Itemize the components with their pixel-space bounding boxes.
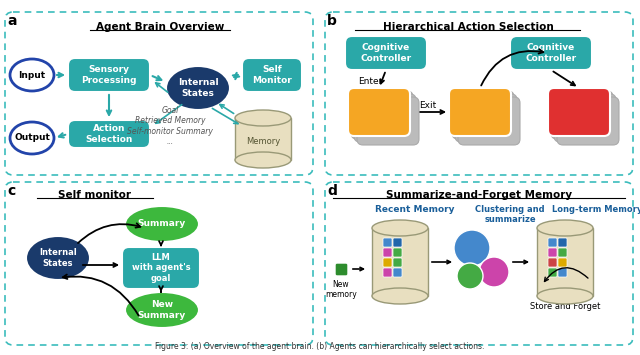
FancyBboxPatch shape xyxy=(510,36,592,70)
Text: a: a xyxy=(7,14,17,28)
FancyBboxPatch shape xyxy=(357,97,419,145)
FancyBboxPatch shape xyxy=(335,263,348,276)
Text: Summarize-and-Forget Memory: Summarize-and-Forget Memory xyxy=(386,190,572,200)
Text: Goal
Retrieved Memory
Self-monitor Summary
...: Goal Retrieved Memory Self-monitor Summa… xyxy=(127,106,213,146)
Polygon shape xyxy=(537,228,593,296)
FancyBboxPatch shape xyxy=(68,120,150,148)
Text: d: d xyxy=(327,184,337,198)
Text: Move: Move xyxy=(560,105,598,119)
Ellipse shape xyxy=(235,110,291,126)
Text: Agent Brain Overview: Agent Brain Overview xyxy=(96,22,224,32)
FancyBboxPatch shape xyxy=(68,58,150,92)
Text: Internal
States: Internal States xyxy=(39,248,77,268)
FancyBboxPatch shape xyxy=(548,248,557,257)
Text: Output: Output xyxy=(14,133,50,142)
Ellipse shape xyxy=(166,66,230,110)
Text: Clustering and
summarize: Clustering and summarize xyxy=(475,205,545,224)
FancyBboxPatch shape xyxy=(458,97,520,145)
FancyBboxPatch shape xyxy=(242,58,302,92)
FancyBboxPatch shape xyxy=(558,258,567,267)
Ellipse shape xyxy=(125,206,199,242)
FancyBboxPatch shape xyxy=(548,258,557,267)
Text: Action
Selection: Action Selection xyxy=(85,124,132,144)
Ellipse shape xyxy=(454,230,490,266)
FancyBboxPatch shape xyxy=(557,97,619,145)
Ellipse shape xyxy=(479,257,509,287)
Text: Talk: Talk xyxy=(365,105,393,119)
FancyBboxPatch shape xyxy=(548,268,557,277)
Ellipse shape xyxy=(10,59,54,91)
Ellipse shape xyxy=(235,152,291,168)
FancyBboxPatch shape xyxy=(348,88,410,136)
FancyBboxPatch shape xyxy=(455,94,517,142)
Ellipse shape xyxy=(372,220,428,236)
Text: Figure 3: (a) Overview of the agent brain. (b) Agents can hierarchically select : Figure 3: (a) Overview of the agent brai… xyxy=(156,342,484,351)
FancyBboxPatch shape xyxy=(393,238,402,247)
Text: Long-term Memory: Long-term Memory xyxy=(552,205,640,214)
Text: Store and Forget: Store and Forget xyxy=(530,302,600,311)
Ellipse shape xyxy=(457,263,483,289)
Ellipse shape xyxy=(125,292,199,328)
Text: Input: Input xyxy=(19,71,45,80)
FancyBboxPatch shape xyxy=(551,91,613,139)
FancyBboxPatch shape xyxy=(345,36,427,70)
FancyBboxPatch shape xyxy=(122,247,200,289)
FancyBboxPatch shape xyxy=(558,268,567,277)
Text: Enter: Enter xyxy=(358,76,382,86)
Polygon shape xyxy=(235,118,291,160)
Text: Exit: Exit xyxy=(419,100,436,109)
Text: c: c xyxy=(7,184,15,198)
FancyBboxPatch shape xyxy=(383,238,392,247)
Ellipse shape xyxy=(372,288,428,304)
FancyBboxPatch shape xyxy=(449,88,511,136)
Ellipse shape xyxy=(537,220,593,236)
Text: b: b xyxy=(327,14,337,28)
Text: Internal
States: Internal States xyxy=(178,78,218,98)
FancyBboxPatch shape xyxy=(383,248,392,257)
Text: New
memory: New memory xyxy=(325,280,357,299)
Text: Self
Monitor: Self Monitor xyxy=(252,65,292,85)
Text: Sensory
Processing: Sensory Processing xyxy=(81,65,137,85)
Ellipse shape xyxy=(537,288,593,304)
FancyBboxPatch shape xyxy=(393,268,402,277)
Text: Cognitive
Controller: Cognitive Controller xyxy=(525,43,577,63)
Text: Recent Memory: Recent Memory xyxy=(375,205,455,214)
FancyBboxPatch shape xyxy=(351,91,413,139)
Polygon shape xyxy=(372,228,428,296)
Ellipse shape xyxy=(10,122,54,154)
FancyBboxPatch shape xyxy=(554,94,616,142)
FancyBboxPatch shape xyxy=(383,268,392,277)
FancyBboxPatch shape xyxy=(558,248,567,257)
Text: Cognitive
Controller: Cognitive Controller xyxy=(360,43,412,63)
Text: Talk: Talk xyxy=(466,105,494,119)
Text: Hierarchical Action Selection: Hierarchical Action Selection xyxy=(383,22,554,32)
FancyBboxPatch shape xyxy=(558,238,567,247)
FancyBboxPatch shape xyxy=(383,258,392,267)
FancyBboxPatch shape xyxy=(393,258,402,267)
Text: Self monitor: Self monitor xyxy=(58,190,131,200)
Text: Memory: Memory xyxy=(246,137,280,147)
FancyBboxPatch shape xyxy=(452,91,514,139)
FancyBboxPatch shape xyxy=(548,238,557,247)
FancyBboxPatch shape xyxy=(354,94,416,142)
Ellipse shape xyxy=(26,236,90,280)
FancyBboxPatch shape xyxy=(393,248,402,257)
Text: New
Summary: New Summary xyxy=(138,300,186,320)
Text: LLM
with agent's
goal: LLM with agent's goal xyxy=(132,253,190,283)
Text: Summary: Summary xyxy=(138,219,186,229)
FancyBboxPatch shape xyxy=(548,88,610,136)
